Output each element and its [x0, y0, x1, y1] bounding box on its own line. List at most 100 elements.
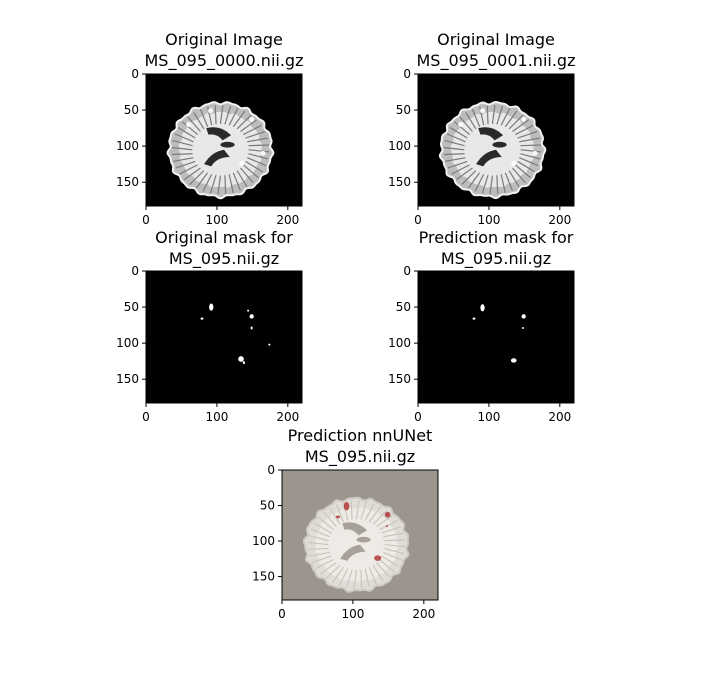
sulcus: [443, 153, 465, 156]
sulcus: [491, 105, 496, 125]
sulcus: [520, 144, 542, 147]
hyperintensity: [458, 121, 464, 127]
y-tick-label: 0: [267, 463, 275, 477]
sulcus: [183, 167, 201, 181]
sulcus: [376, 514, 394, 528]
sulcus: [508, 170, 520, 188]
sulcus: [224, 175, 227, 195]
sulcus: [248, 144, 270, 147]
sulcus: [500, 107, 511, 126]
sulcus: [318, 516, 334, 531]
x-tick-label: 200: [548, 213, 571, 227]
sulcus: [172, 139, 193, 147]
axes-frame: [417, 270, 575, 404]
ventricle-left: [342, 522, 368, 536]
sulcus: [179, 164, 198, 175]
sulcus: [307, 547, 329, 550]
ventricle-left: [206, 127, 232, 141]
sulcus: [353, 569, 358, 589]
sulcus: [307, 541, 329, 546]
sulcus: [443, 146, 465, 151]
sulcus: [217, 175, 222, 195]
axes-frame: [417, 73, 575, 207]
sulcus: [209, 175, 217, 194]
subplot-title-line1: Original Image: [437, 30, 555, 49]
subplot-p3: Original mask for MS_095.nii.gz 0 100 200 0 50…: [116, 228, 303, 424]
sulcus: [500, 174, 506, 193]
y-tick-label: 150: [388, 372, 411, 386]
lesion-mark: [343, 501, 350, 511]
y-tick-label: 100: [388, 336, 411, 350]
ventricle-left: [478, 127, 504, 141]
sulcus: [474, 173, 485, 192]
subplot-title-line1: Prediction nnUNet: [288, 426, 433, 445]
y-tick-label: 50: [396, 300, 411, 314]
subplot-p1: Original Image MS_095_0000.nii.gz 0 100 200 0…: [116, 30, 303, 227]
sulcus: [247, 137, 268, 143]
sulcus: [248, 149, 270, 153]
sulcus: [174, 133, 194, 143]
sulcus: [243, 124, 262, 136]
sulcus: [195, 172, 209, 189]
x-tick-label: 200: [276, 410, 299, 424]
sulcus: [193, 112, 205, 130]
subplot-title-line2: MS_095.nii.gz: [305, 447, 415, 467]
sulcus: [171, 146, 193, 151]
x-tick-label: 100: [205, 410, 228, 424]
sulcus: [515, 124, 534, 136]
subplot-title-line2: MS_095.nii.gz: [441, 249, 551, 269]
sulcus: [384, 543, 406, 548]
sulcus: [379, 520, 398, 531]
y-tick-label: 0: [131, 264, 139, 278]
lesion-mark: [268, 343, 271, 346]
subplot-title-line2: MS_095_0000.nii.gz: [145, 51, 304, 71]
lesion-mark: [385, 525, 389, 528]
sulcus: [445, 157, 466, 162]
sulcus: [228, 174, 234, 193]
sulcus: [364, 568, 370, 588]
sulcus: [199, 108, 209, 127]
sulcus: [372, 564, 384, 582]
sulcus: [489, 175, 494, 195]
sulcus: [360, 569, 363, 589]
sulcus: [496, 105, 504, 125]
lesion-mark: [480, 304, 485, 312]
subplot-title-line1: Original Image: [165, 30, 283, 49]
sulcus: [309, 551, 330, 557]
sulcus: [219, 105, 224, 125]
lesion-mark: [247, 309, 250, 312]
sulcus: [173, 157, 194, 162]
ventricle-right: [204, 149, 230, 167]
lesion-mark: [250, 326, 253, 330]
y-tick-label: 150: [116, 175, 139, 189]
sulcus: [454, 121, 470, 136]
y-tick-label: 100: [252, 534, 275, 548]
sulcus: [329, 507, 341, 525]
sulcus: [202, 173, 213, 192]
sulcus: [189, 170, 205, 185]
sulcus: [364, 503, 375, 521]
ventricle-center: [356, 536, 371, 543]
lesion-mark: [521, 326, 524, 329]
sulcus: [338, 568, 349, 586]
sulcus: [240, 119, 258, 132]
hyperintensity: [532, 150, 538, 156]
sulcus: [446, 133, 466, 143]
sulcus: [228, 107, 239, 126]
axes-frame: [145, 73, 303, 207]
sulcus: [245, 130, 266, 139]
sulcus: [360, 501, 368, 520]
lesion-mark: [521, 314, 526, 319]
sulcus: [319, 562, 337, 575]
x-tick-label: 0: [142, 213, 150, 227]
hyperintensity: [480, 108, 486, 114]
sulcus: [496, 175, 499, 195]
sulcus: [465, 112, 477, 130]
sulcus: [520, 153, 541, 160]
sulcus: [378, 559, 395, 573]
sulcus: [381, 526, 402, 534]
sulcus: [375, 562, 390, 578]
sulcus: [372, 510, 388, 525]
x-tick-label: 100: [477, 213, 500, 227]
sulcus: [224, 105, 232, 125]
